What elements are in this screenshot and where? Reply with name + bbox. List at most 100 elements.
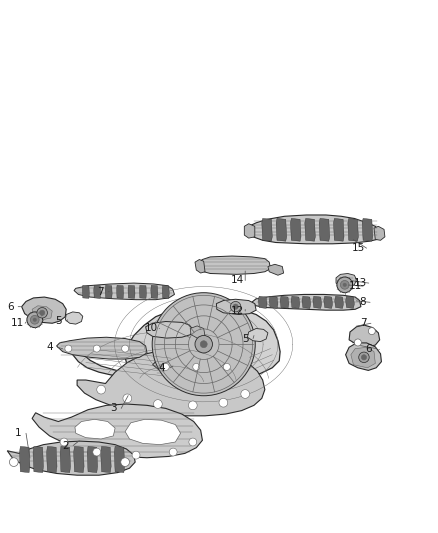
Text: 11: 11 xyxy=(349,281,362,291)
Text: 1: 1 xyxy=(15,429,21,438)
Polygon shape xyxy=(75,419,115,439)
Circle shape xyxy=(37,308,47,318)
Polygon shape xyxy=(216,299,256,314)
Polygon shape xyxy=(244,224,255,238)
Circle shape xyxy=(230,302,241,312)
Circle shape xyxy=(33,318,36,321)
Polygon shape xyxy=(346,343,381,370)
Circle shape xyxy=(368,328,375,335)
Circle shape xyxy=(132,451,140,459)
Circle shape xyxy=(340,280,349,289)
Circle shape xyxy=(121,458,130,466)
Polygon shape xyxy=(351,348,375,368)
Text: 5: 5 xyxy=(242,334,248,344)
Polygon shape xyxy=(19,446,30,473)
Polygon shape xyxy=(117,285,124,298)
Text: 7: 7 xyxy=(360,318,367,328)
Circle shape xyxy=(162,364,169,370)
Polygon shape xyxy=(82,285,89,298)
Polygon shape xyxy=(114,446,125,473)
Circle shape xyxy=(200,341,207,348)
Polygon shape xyxy=(65,312,83,324)
Text: 6: 6 xyxy=(7,302,14,312)
Polygon shape xyxy=(198,256,271,274)
Circle shape xyxy=(189,438,197,446)
Polygon shape xyxy=(139,285,146,298)
Polygon shape xyxy=(269,296,278,309)
Circle shape xyxy=(39,310,45,316)
Circle shape xyxy=(93,448,101,456)
Polygon shape xyxy=(74,283,174,300)
Circle shape xyxy=(30,316,39,324)
Polygon shape xyxy=(276,219,286,241)
Polygon shape xyxy=(313,296,321,309)
Polygon shape xyxy=(128,285,135,298)
Polygon shape xyxy=(33,446,43,473)
Circle shape xyxy=(27,312,42,328)
Polygon shape xyxy=(335,296,343,309)
Circle shape xyxy=(122,345,129,352)
Polygon shape xyxy=(280,296,289,309)
Text: 7: 7 xyxy=(97,287,103,297)
Text: 11: 11 xyxy=(11,318,24,328)
Circle shape xyxy=(219,398,228,407)
Polygon shape xyxy=(336,273,357,287)
Text: 4: 4 xyxy=(159,363,166,373)
Text: 14: 14 xyxy=(231,276,244,286)
Polygon shape xyxy=(73,306,280,381)
Circle shape xyxy=(188,401,197,410)
Polygon shape xyxy=(60,446,71,473)
Circle shape xyxy=(65,345,72,352)
Polygon shape xyxy=(374,227,385,240)
Polygon shape xyxy=(305,219,315,241)
Circle shape xyxy=(169,448,177,456)
Circle shape xyxy=(354,339,361,346)
Polygon shape xyxy=(348,219,358,241)
Circle shape xyxy=(93,345,100,352)
Polygon shape xyxy=(151,285,158,298)
Text: 15: 15 xyxy=(352,243,365,253)
Polygon shape xyxy=(101,446,111,473)
Circle shape xyxy=(60,438,68,446)
Polygon shape xyxy=(291,296,300,309)
Polygon shape xyxy=(77,350,265,416)
Polygon shape xyxy=(268,264,284,275)
Text: 8: 8 xyxy=(359,297,366,308)
Circle shape xyxy=(10,458,18,466)
Polygon shape xyxy=(105,285,112,298)
Polygon shape xyxy=(346,296,354,309)
Polygon shape xyxy=(125,419,180,445)
Text: 3: 3 xyxy=(110,403,117,414)
Circle shape xyxy=(153,400,162,408)
Circle shape xyxy=(343,283,346,287)
Polygon shape xyxy=(94,285,101,298)
Circle shape xyxy=(193,364,200,370)
Polygon shape xyxy=(7,441,135,475)
Text: 2: 2 xyxy=(62,440,69,450)
Circle shape xyxy=(97,385,106,394)
Polygon shape xyxy=(32,404,202,458)
Polygon shape xyxy=(252,294,361,310)
Polygon shape xyxy=(195,260,205,273)
Circle shape xyxy=(233,304,238,309)
Polygon shape xyxy=(324,296,332,309)
Text: 10: 10 xyxy=(145,324,158,334)
Polygon shape xyxy=(362,219,373,241)
Polygon shape xyxy=(46,446,57,473)
Polygon shape xyxy=(152,354,243,376)
Polygon shape xyxy=(57,337,147,359)
Circle shape xyxy=(241,390,250,398)
Circle shape xyxy=(359,352,369,362)
Polygon shape xyxy=(87,446,98,473)
Text: 6: 6 xyxy=(365,344,371,353)
Polygon shape xyxy=(302,296,311,309)
Circle shape xyxy=(361,354,367,360)
Circle shape xyxy=(337,277,353,293)
Text: 13: 13 xyxy=(354,278,367,288)
Polygon shape xyxy=(258,296,267,309)
Polygon shape xyxy=(247,328,268,342)
Polygon shape xyxy=(21,297,66,323)
Text: 12: 12 xyxy=(231,306,244,316)
Circle shape xyxy=(223,364,230,370)
Polygon shape xyxy=(146,321,193,338)
